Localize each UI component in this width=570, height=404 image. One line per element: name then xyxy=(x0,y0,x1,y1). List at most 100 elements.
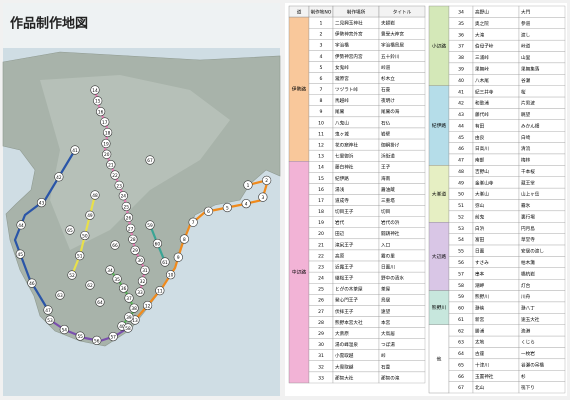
marker-label: 62 xyxy=(87,283,93,289)
row-number: 38 xyxy=(458,55,464,61)
marker xyxy=(203,206,214,216)
cell xyxy=(518,381,566,394)
cell-text: 玉置神社 xyxy=(475,373,494,380)
marker-label: 63 xyxy=(57,293,63,299)
cell-text: 串本 xyxy=(475,270,485,277)
marker xyxy=(54,172,64,182)
cell-text: 川舟 xyxy=(521,293,531,300)
cell-text: 太地 xyxy=(475,339,485,346)
cell-text: 藤白神社 xyxy=(335,164,354,171)
cell-text: 日置川 xyxy=(381,264,395,270)
cell-text: 筏下り xyxy=(521,384,535,391)
row-number: 40 xyxy=(458,78,464,84)
cell-text: 藤代峠 xyxy=(475,111,489,118)
row-number: 2 xyxy=(320,32,323,38)
marker xyxy=(96,106,106,117)
row-number: 44 xyxy=(458,123,464,129)
cell-text: 大滝 xyxy=(475,31,485,38)
row-number: 12 xyxy=(318,143,324,149)
marker xyxy=(108,332,118,342)
marker-label: 39 xyxy=(126,315,132,321)
marker-label: 4 xyxy=(245,201,248,207)
cell-text: 尾鷲 xyxy=(335,108,345,115)
marker-label: 15 xyxy=(95,99,101,105)
marker-label: 44 xyxy=(18,223,24,229)
marker xyxy=(130,245,140,255)
marker xyxy=(118,191,128,201)
cell-text: 岩代の浜 xyxy=(381,219,400,226)
cell-text: 八鬼山 xyxy=(335,119,349,126)
cell-text: 湯の峰温泉 xyxy=(335,341,358,348)
region-label: 熊野川 xyxy=(432,304,447,311)
cell-text: 千本桜 xyxy=(521,168,535,175)
row-number: 25 xyxy=(318,287,324,293)
cell-text: 杉 xyxy=(521,373,526,380)
row-number: 43 xyxy=(458,112,464,118)
row-number: 1 xyxy=(320,21,323,27)
cell-text: 枯木灘 xyxy=(521,259,535,266)
marker xyxy=(16,220,26,230)
marker-label: 51 xyxy=(77,254,83,260)
cell-text: 伯母子峠 xyxy=(475,43,494,50)
cell-text: 霧氷 xyxy=(521,202,531,209)
cell-text: 杉木立 xyxy=(381,75,395,82)
marker xyxy=(135,255,145,265)
row-number: 59 xyxy=(458,294,464,300)
marker-label: 46 xyxy=(29,281,35,287)
region-label: 紀伊路 xyxy=(432,122,447,129)
cell-text: 本宮 xyxy=(381,319,391,326)
row-number: 17 xyxy=(318,198,324,204)
cell-text: 五十鈴川 xyxy=(381,53,400,60)
cell-text: 霧の里 xyxy=(381,252,395,259)
cell-text: 小雲取越 xyxy=(335,352,354,359)
marker-label: 28 xyxy=(130,237,136,243)
marker-label: 19 xyxy=(103,141,109,147)
marker xyxy=(55,290,65,300)
marker-label: 34 xyxy=(107,268,113,274)
marker-label: 2 xyxy=(265,178,268,184)
cell-text: 前鬼 xyxy=(475,213,485,220)
cell-text: 古座 xyxy=(475,350,485,357)
row-number: 31 xyxy=(318,353,324,359)
marker-label: 11 xyxy=(157,289,163,295)
cell-text: 入口 xyxy=(381,242,391,248)
cell-text: すさみ xyxy=(475,259,489,266)
marker xyxy=(90,190,100,200)
row-number: 67 xyxy=(458,385,464,391)
marker xyxy=(145,155,155,165)
marker xyxy=(243,180,253,190)
cell-text: 石畳 xyxy=(381,87,391,93)
cell-text: 七里御浜 xyxy=(335,153,354,160)
marker xyxy=(155,286,165,296)
row-number: 20 xyxy=(318,231,324,237)
cell-text: 日置 xyxy=(475,249,485,255)
cell-text: 北山 xyxy=(475,384,485,391)
row-number: 22 xyxy=(318,253,324,259)
marker xyxy=(101,138,111,149)
marker-label: 1 xyxy=(247,183,250,189)
cell-text: 石仏 xyxy=(381,120,391,126)
marker xyxy=(36,198,47,208)
marker-label: 8 xyxy=(183,237,186,243)
marker xyxy=(112,274,122,284)
row-number: 57 xyxy=(458,271,464,277)
cell-text: 夜明け xyxy=(381,97,395,104)
cell-text: 瀧原宮 xyxy=(335,75,349,82)
cell-text: 瀞八丁 xyxy=(521,305,535,312)
cell-text: 発心門王子 xyxy=(335,297,358,304)
marker xyxy=(145,220,155,230)
cell-text: 速玉大社 xyxy=(521,316,540,323)
marker xyxy=(65,225,75,235)
cell-text: 新宮 xyxy=(475,316,485,323)
marker-label: 41 xyxy=(72,148,78,154)
row-number: 50 xyxy=(458,192,464,198)
marker-label: 53 xyxy=(47,318,53,324)
row-number: 15 xyxy=(318,176,324,182)
cell-text: 夫婦岩 xyxy=(381,20,395,27)
cell-text: 十津川 xyxy=(475,361,489,368)
cell-text: 桜 xyxy=(521,88,526,95)
marker-label: 12 xyxy=(145,303,151,309)
row-number: 51 xyxy=(458,203,464,209)
row-number: 11 xyxy=(318,131,324,137)
cell-text: 醤油蔵 xyxy=(381,186,395,193)
